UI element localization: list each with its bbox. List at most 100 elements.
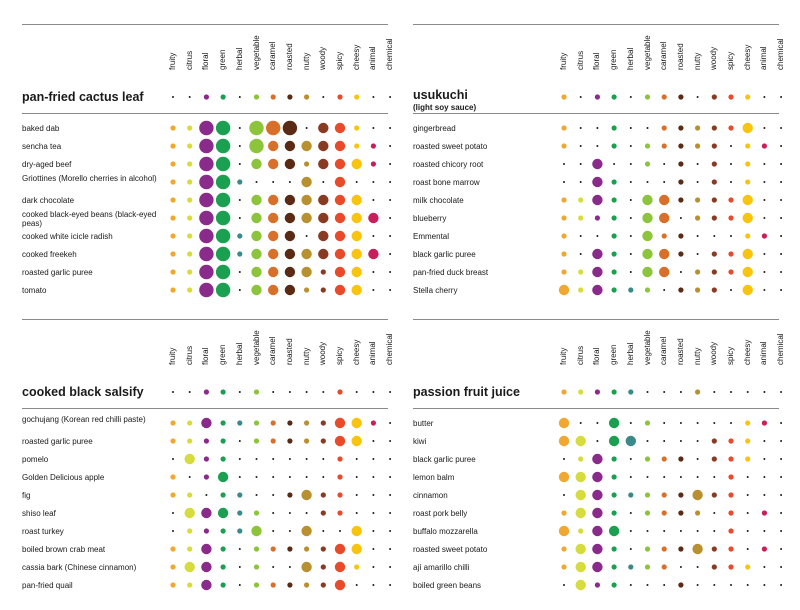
bubble-fruity xyxy=(563,494,565,496)
bubble-nutty xyxy=(301,266,312,278)
title-profile-dot-green xyxy=(220,94,226,100)
title-profile-dot-vegetable xyxy=(253,94,260,100)
row-label: roasted chicory root xyxy=(413,160,484,169)
bubble-nutty xyxy=(301,561,312,573)
bubble-herbal xyxy=(629,512,632,514)
bubble-floral xyxy=(199,246,214,262)
bubble-grid xyxy=(170,94,392,298)
bubble-chemical xyxy=(780,422,783,424)
title-profile-dot-vegetable xyxy=(646,391,649,393)
bubble-green xyxy=(611,546,617,552)
bubble-citrus xyxy=(187,438,193,444)
bubble-cheesy xyxy=(745,420,751,426)
bubble-green xyxy=(220,420,226,426)
bubble-green xyxy=(611,582,617,588)
bubble-nutty xyxy=(695,215,701,221)
bubble-vegetable xyxy=(644,143,651,149)
bubble-nutty xyxy=(304,438,310,444)
bubble-floral xyxy=(592,471,603,483)
bubble-floral xyxy=(594,215,600,221)
bubble-woody xyxy=(711,546,717,552)
bubble-herbal xyxy=(629,458,632,460)
bubble-floral xyxy=(201,561,212,573)
bubble-cheesy xyxy=(746,512,749,514)
title-profile-dot-floral xyxy=(594,389,600,395)
bubble-vegetable xyxy=(644,492,651,498)
title-profile-dot-animal xyxy=(763,391,766,393)
bubble-herbal xyxy=(238,163,241,165)
bubble-nutty xyxy=(304,546,310,552)
bubble-fruity xyxy=(561,233,567,239)
bubble-grid xyxy=(558,389,783,591)
bubble-citrus xyxy=(578,287,584,293)
bubble-roasted xyxy=(678,546,684,552)
row-label: Griottines (Morello cherries in alcohol) xyxy=(22,174,157,183)
bubble-caramel xyxy=(661,233,667,239)
row-label: gingerbread xyxy=(413,124,456,133)
bubble-woody xyxy=(320,287,326,293)
bubble-cheesy xyxy=(351,435,362,447)
bubble-spicy xyxy=(334,543,346,555)
bubble-woody xyxy=(711,143,717,149)
title-profile-dot-spicy xyxy=(730,391,732,393)
bubble-herbal xyxy=(238,127,241,129)
bubble-caramel xyxy=(663,163,666,165)
bubble-caramel xyxy=(663,476,666,478)
bubble-herbal xyxy=(238,199,241,201)
bubble-citrus xyxy=(184,507,195,519)
bubble-herbal xyxy=(238,271,241,273)
bubble-vegetable xyxy=(253,546,260,552)
bubble-caramel xyxy=(661,546,667,552)
title-profile-dot-cheesy xyxy=(746,391,749,393)
row-label: baked dab xyxy=(22,124,60,133)
bubble-herbal xyxy=(237,420,243,426)
bubble-roasted xyxy=(679,271,682,273)
bubble-roasted xyxy=(678,197,684,203)
bubble-fruity xyxy=(170,474,176,480)
bubble-roasted xyxy=(678,161,684,167)
bubble-fruity xyxy=(170,269,176,275)
title-profile-dot-chemical xyxy=(389,96,392,98)
bubble-green xyxy=(215,264,231,280)
bubble-roasted xyxy=(287,546,293,552)
bubble-green xyxy=(220,492,226,498)
row-label: boiled green beans xyxy=(413,581,482,590)
bubble-green xyxy=(217,471,229,483)
bubble-woody xyxy=(322,458,325,460)
bubble-citrus xyxy=(575,489,586,501)
bubble-vegetable xyxy=(642,230,653,242)
bubble-green xyxy=(611,125,617,131)
bubble-floral xyxy=(596,127,599,129)
bubble-woody xyxy=(322,476,325,478)
bubble-green xyxy=(220,582,226,588)
bubble-cheesy xyxy=(745,456,751,462)
bubble-floral xyxy=(592,266,603,278)
row-label: black garlic puree xyxy=(413,250,476,259)
bubble-cheesy xyxy=(351,158,362,170)
header-rule xyxy=(413,113,779,114)
bubble-floral xyxy=(199,156,214,172)
bubble-woody xyxy=(320,546,326,552)
bubble-chemical xyxy=(780,163,783,165)
bubble-cheesy xyxy=(355,512,358,514)
bubble-green xyxy=(220,546,226,552)
bubble-fruity xyxy=(558,471,570,483)
bubble-spicy xyxy=(730,163,732,165)
bubble-nutty xyxy=(696,181,699,183)
bubble-animal xyxy=(763,271,766,273)
bubble-roasted xyxy=(678,492,684,498)
bubble-citrus xyxy=(575,471,586,483)
bubble-animal xyxy=(763,458,766,460)
title-profile-dot-woody xyxy=(711,94,717,100)
title-profile-dot-herbal xyxy=(628,389,634,395)
bubble-herbal xyxy=(238,440,241,442)
bubble-fruity xyxy=(170,179,176,185)
bubble-fruity xyxy=(558,435,570,447)
bubble-caramel xyxy=(270,420,276,426)
bubble-roasted xyxy=(288,566,291,568)
bubble-nutty xyxy=(696,458,699,460)
bubble-fruity xyxy=(170,161,176,167)
bubble-vegetable xyxy=(646,127,649,129)
bubble-animal xyxy=(763,476,766,478)
bubble-roasted xyxy=(284,248,296,260)
